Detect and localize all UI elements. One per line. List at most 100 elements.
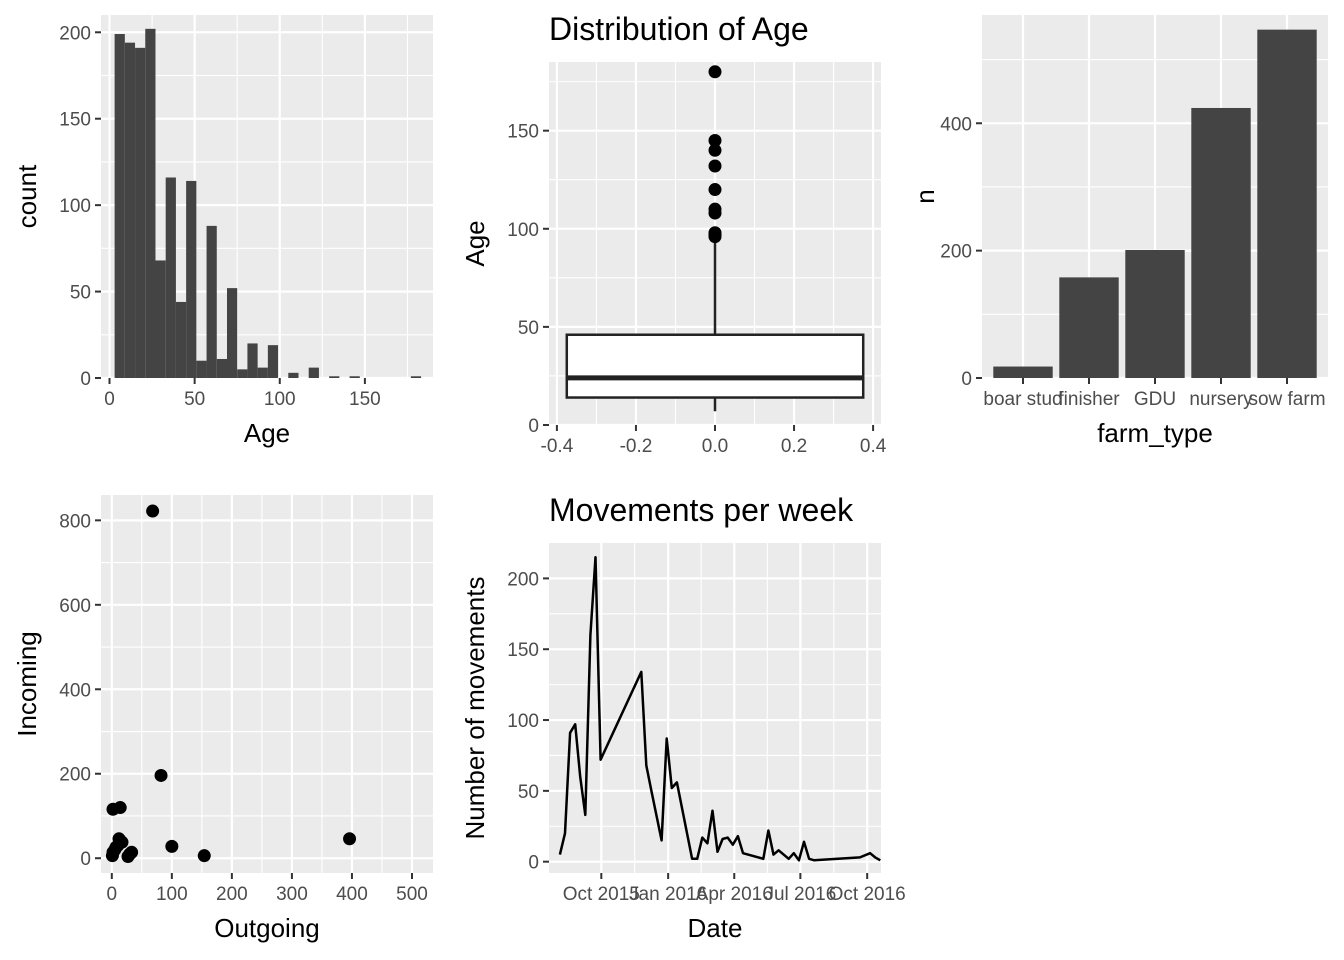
y-tick-label: 400 [940,114,972,135]
farm-type-bar [1125,249,1185,378]
histogram-bar [135,47,146,378]
x-axis-title: Age [244,418,290,448]
y-tick-label: 0 [80,369,91,390]
x-tick-label: 100 [156,884,188,905]
boxplot-panel: 0 50 100 150 -0.4 -0.2 0.0 0.2 0.4 Age Distributio… [460,11,887,457]
histogram-bar [349,376,360,378]
histogram-bar [165,177,176,378]
x-tick-label: 50 [184,389,205,410]
x-tick-label: finisher [1058,389,1120,410]
movements-series-line [558,555,881,862]
histogram-bar [308,367,319,378]
histogram-bar [410,376,422,378]
x-tick-label: 100 [264,389,296,410]
y-tick-label: 0 [961,369,972,390]
y-tick-label: 600 [59,596,91,617]
y-tick-label: 800 [59,511,91,532]
scatter-point [146,504,160,518]
histogram-bar [124,42,136,379]
y-tick-label: 0 [80,849,91,870]
histogram-bar [114,34,125,379]
x-tick-label: sow farm [1248,389,1325,410]
scatter-point [197,849,211,863]
scatter-point [343,832,357,846]
outlier-point [708,202,722,216]
scatter-point [113,801,127,815]
x-tick-label: Oct 2015 [563,884,640,905]
histogram-bar [155,260,166,378]
farm-type-bar [1191,107,1251,379]
histogram-bar [257,367,268,378]
x-axis-title: Date [688,913,743,943]
x-tick-label: 300 [276,884,308,905]
histogram-bar [216,358,227,378]
y-axis-title: Age [460,220,490,266]
x-tick-label: Oct 2016 [829,884,906,905]
farm-type-bar [993,366,1053,378]
y-axis-title: count [12,164,42,228]
x-tick-label: 500 [396,884,428,905]
histogram-bar [329,376,340,378]
y-axis-title: Number of movements [460,577,490,840]
outlier-point [708,183,722,197]
y-tick-label: 100 [59,196,91,217]
y-tick-label: 50 [518,782,539,803]
histogram-bar [247,343,258,378]
y-tick-label: 0 [528,416,539,437]
outlier-point [708,159,722,173]
x-tick-label: 0.4 [860,436,887,457]
plot-title: Distribution of Age [549,11,809,47]
y-tick-label: 200 [59,23,91,44]
y-tick-label: 200 [507,569,539,590]
scatter-panel: 0 200 400 600 800 0 100 200 300 400 500 Outgoing Inc… [12,495,433,943]
x-tick-label: 150 [349,389,381,410]
x-axis-title: farm_type [1097,418,1213,448]
y-tick-label: 200 [940,242,972,263]
panel-background [549,543,881,873]
histogram-bar [206,225,217,378]
outlier-point [708,226,722,240]
outlier-point [708,133,722,147]
histogram-bar [145,28,156,378]
scatter-point [123,847,137,861]
y-tick-label: 150 [507,640,539,661]
x-tick-label: Jul 2016 [764,884,836,905]
x-tick-label: -0.2 [620,436,653,457]
histogram-bar [267,345,279,378]
x-tick-label: boar stud [983,389,1062,410]
histogram-bar [288,372,299,378]
scatter-point [111,839,125,853]
panel-background [101,495,433,873]
x-tick-label: GDU [1134,389,1176,410]
x-tick-label: 0.2 [781,436,807,457]
interquartile-box [565,333,865,399]
x-tick-label: 0 [107,884,118,905]
scatter-point [165,839,179,853]
outlier-point [708,65,722,79]
y-tick-label: 0 [528,853,539,874]
x-tick-label: 400 [336,884,368,905]
y-axis-title: n [910,189,940,203]
x-tick-label: -0.4 [541,436,574,457]
y-tick-label: 100 [507,220,539,241]
histogram-bar [237,369,248,378]
x-tick-label: Jan 2016 [629,884,707,905]
x-tick-label: 0 [104,389,115,410]
y-tick-label: 50 [518,318,539,339]
farm-type-bar [1059,277,1119,378]
y-axis-title: Incoming [12,631,42,737]
outlier-point [708,143,722,157]
x-axis-title: Outgoing [214,913,320,943]
histogram-bar [175,301,187,378]
histogram-panel: 0 50 100 150 200 0 50 100 150 Age count [12,15,433,448]
y-tick-label: 200 [59,765,91,786]
histogram-bar [226,288,238,378]
y-tick-label: 150 [507,122,539,143]
x-tick-label: 0.0 [702,436,728,457]
y-tick-label: 50 [70,283,91,304]
y-tick-label: 100 [507,711,539,732]
histogram-bar [196,360,207,378]
